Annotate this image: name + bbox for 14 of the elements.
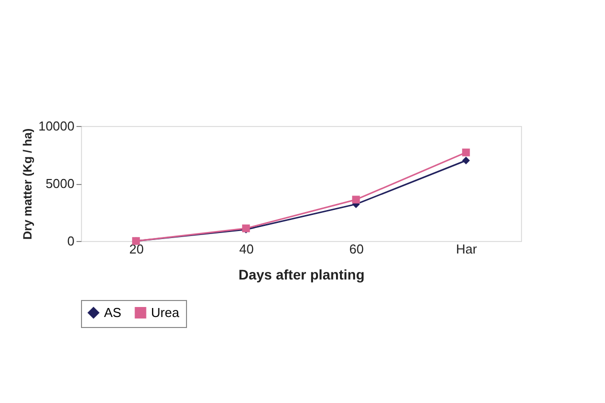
x-tick-label: Har bbox=[456, 242, 478, 256]
y-tick-label: 5000 bbox=[46, 176, 74, 191]
x-tick-label: 20 bbox=[129, 242, 144, 256]
point bbox=[462, 156, 470, 164]
x-tick-label: 40 bbox=[239, 242, 254, 256]
legend-label: AS bbox=[104, 304, 122, 320]
y-tick-label: 0 bbox=[67, 234, 74, 248]
y-axis-title: Dry matter (Kg / ha) bbox=[20, 128, 34, 240]
legend-label: Urea bbox=[151, 304, 180, 320]
x-axis-title: Days after planting bbox=[238, 266, 365, 282]
x-tick-label: 60 bbox=[349, 242, 364, 256]
point bbox=[462, 148, 470, 156]
point bbox=[352, 196, 360, 204]
y-tick-label: 10000 bbox=[38, 118, 74, 134]
